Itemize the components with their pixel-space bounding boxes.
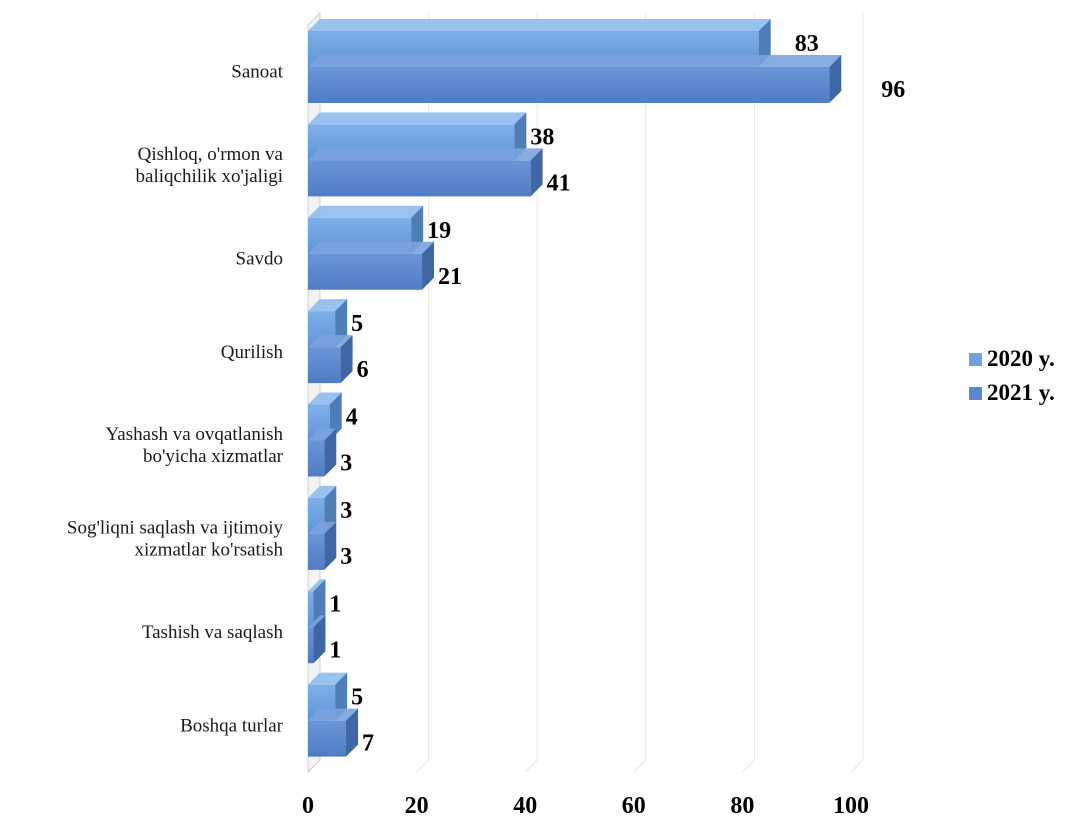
bar-top: [308, 55, 842, 67]
category-label: Sanoat: [231, 62, 283, 83]
bar-top: [308, 205, 424, 218]
x-tick-label: 60: [622, 793, 646, 819]
legend-label-2020: 2020 y.: [987, 346, 1055, 371]
bar-side: [324, 428, 337, 477]
bar-top: [308, 708, 359, 721]
legend: 2020 y. 2021 y.: [969, 342, 1055, 410]
bar: [308, 627, 314, 664]
data-label: 1: [329, 591, 341, 617]
bar-top: [308, 672, 348, 685]
category-label: bo'yicha xizmatlar: [143, 446, 284, 467]
category-label: Savdo: [236, 248, 284, 269]
data-label: 41: [547, 170, 571, 196]
bar: [308, 591, 314, 628]
bar-top: [308, 579, 326, 592]
bar-side: [340, 335, 353, 384]
x-tick-label: 20: [405, 793, 429, 819]
legend-swatch-2020: [969, 352, 982, 366]
bar-top: [308, 428, 337, 441]
data-label: 6: [357, 357, 369, 383]
bar-side: [829, 55, 842, 103]
bar: [308, 720, 347, 757]
x-tick-label: 100: [833, 793, 869, 819]
bar: [308, 253, 423, 290]
x-tick-label: 40: [513, 793, 537, 819]
category-label: Qishloq, o'rmon va: [138, 144, 284, 165]
gridline-floor: [850, 759, 864, 773]
bar-top: [308, 19, 771, 31]
bar: [308, 440, 325, 477]
bar-top: [308, 241, 435, 254]
bar-top: [308, 485, 337, 498]
data-label: 3: [340, 544, 352, 570]
category-label: Tashish va saqlash: [142, 622, 284, 643]
bar-top: [308, 335, 353, 348]
data-label: 19: [427, 218, 451, 244]
bar-top: [308, 299, 348, 312]
bar: [308, 67, 830, 103]
category-label: Boshqa turlar: [180, 715, 284, 736]
category-label: xizmatlar ko'rsatish: [134, 540, 283, 561]
data-label: 1: [329, 637, 341, 663]
bar-side: [346, 708, 359, 757]
x-tick-label: 0: [302, 793, 314, 819]
gridline-floor: [633, 759, 647, 773]
data-label: 5: [351, 311, 363, 337]
bar-side: [313, 615, 326, 664]
bar: [308, 347, 341, 384]
legend-item-2021: 2021 y.: [969, 376, 1055, 410]
bar-top: [308, 148, 543, 161]
bar-side: [422, 241, 435, 290]
data-label: 4: [346, 405, 358, 431]
bar-top: [308, 615, 326, 628]
category-label: Qurilish: [221, 342, 284, 363]
bar: [308, 533, 325, 570]
data-label: 96: [881, 77, 905, 103]
data-label: 21: [438, 264, 462, 290]
category-label: Yashash va ovqatlanish: [105, 424, 283, 445]
gridline-floor: [416, 759, 429, 773]
category-label: Sog'liqni saqlash va ijtimoiy: [67, 518, 284, 539]
gridline-floor: [742, 759, 755, 773]
data-label: 83: [795, 31, 819, 57]
data-label: 3: [340, 498, 352, 524]
data-label: 5: [351, 685, 363, 711]
bar-top: [308, 112, 527, 125]
legend-item-2020: 2020 y.: [969, 342, 1055, 376]
gridline-floor: [524, 759, 538, 773]
bar-top: [308, 521, 337, 534]
x-tick-label: 80: [730, 793, 754, 819]
data-label: 38: [530, 124, 554, 150]
legend-swatch-2021: [969, 386, 982, 400]
bar: [308, 160, 531, 197]
bar-side: [324, 521, 337, 570]
bar-side: [530, 148, 543, 197]
data-label: 3: [340, 451, 352, 477]
legend-label-2021: 2021 y.: [987, 380, 1055, 405]
data-label: 7: [362, 731, 374, 757]
bar-top: [308, 392, 342, 405]
category-label: baliqchilik xo'jaligi: [136, 166, 283, 187]
